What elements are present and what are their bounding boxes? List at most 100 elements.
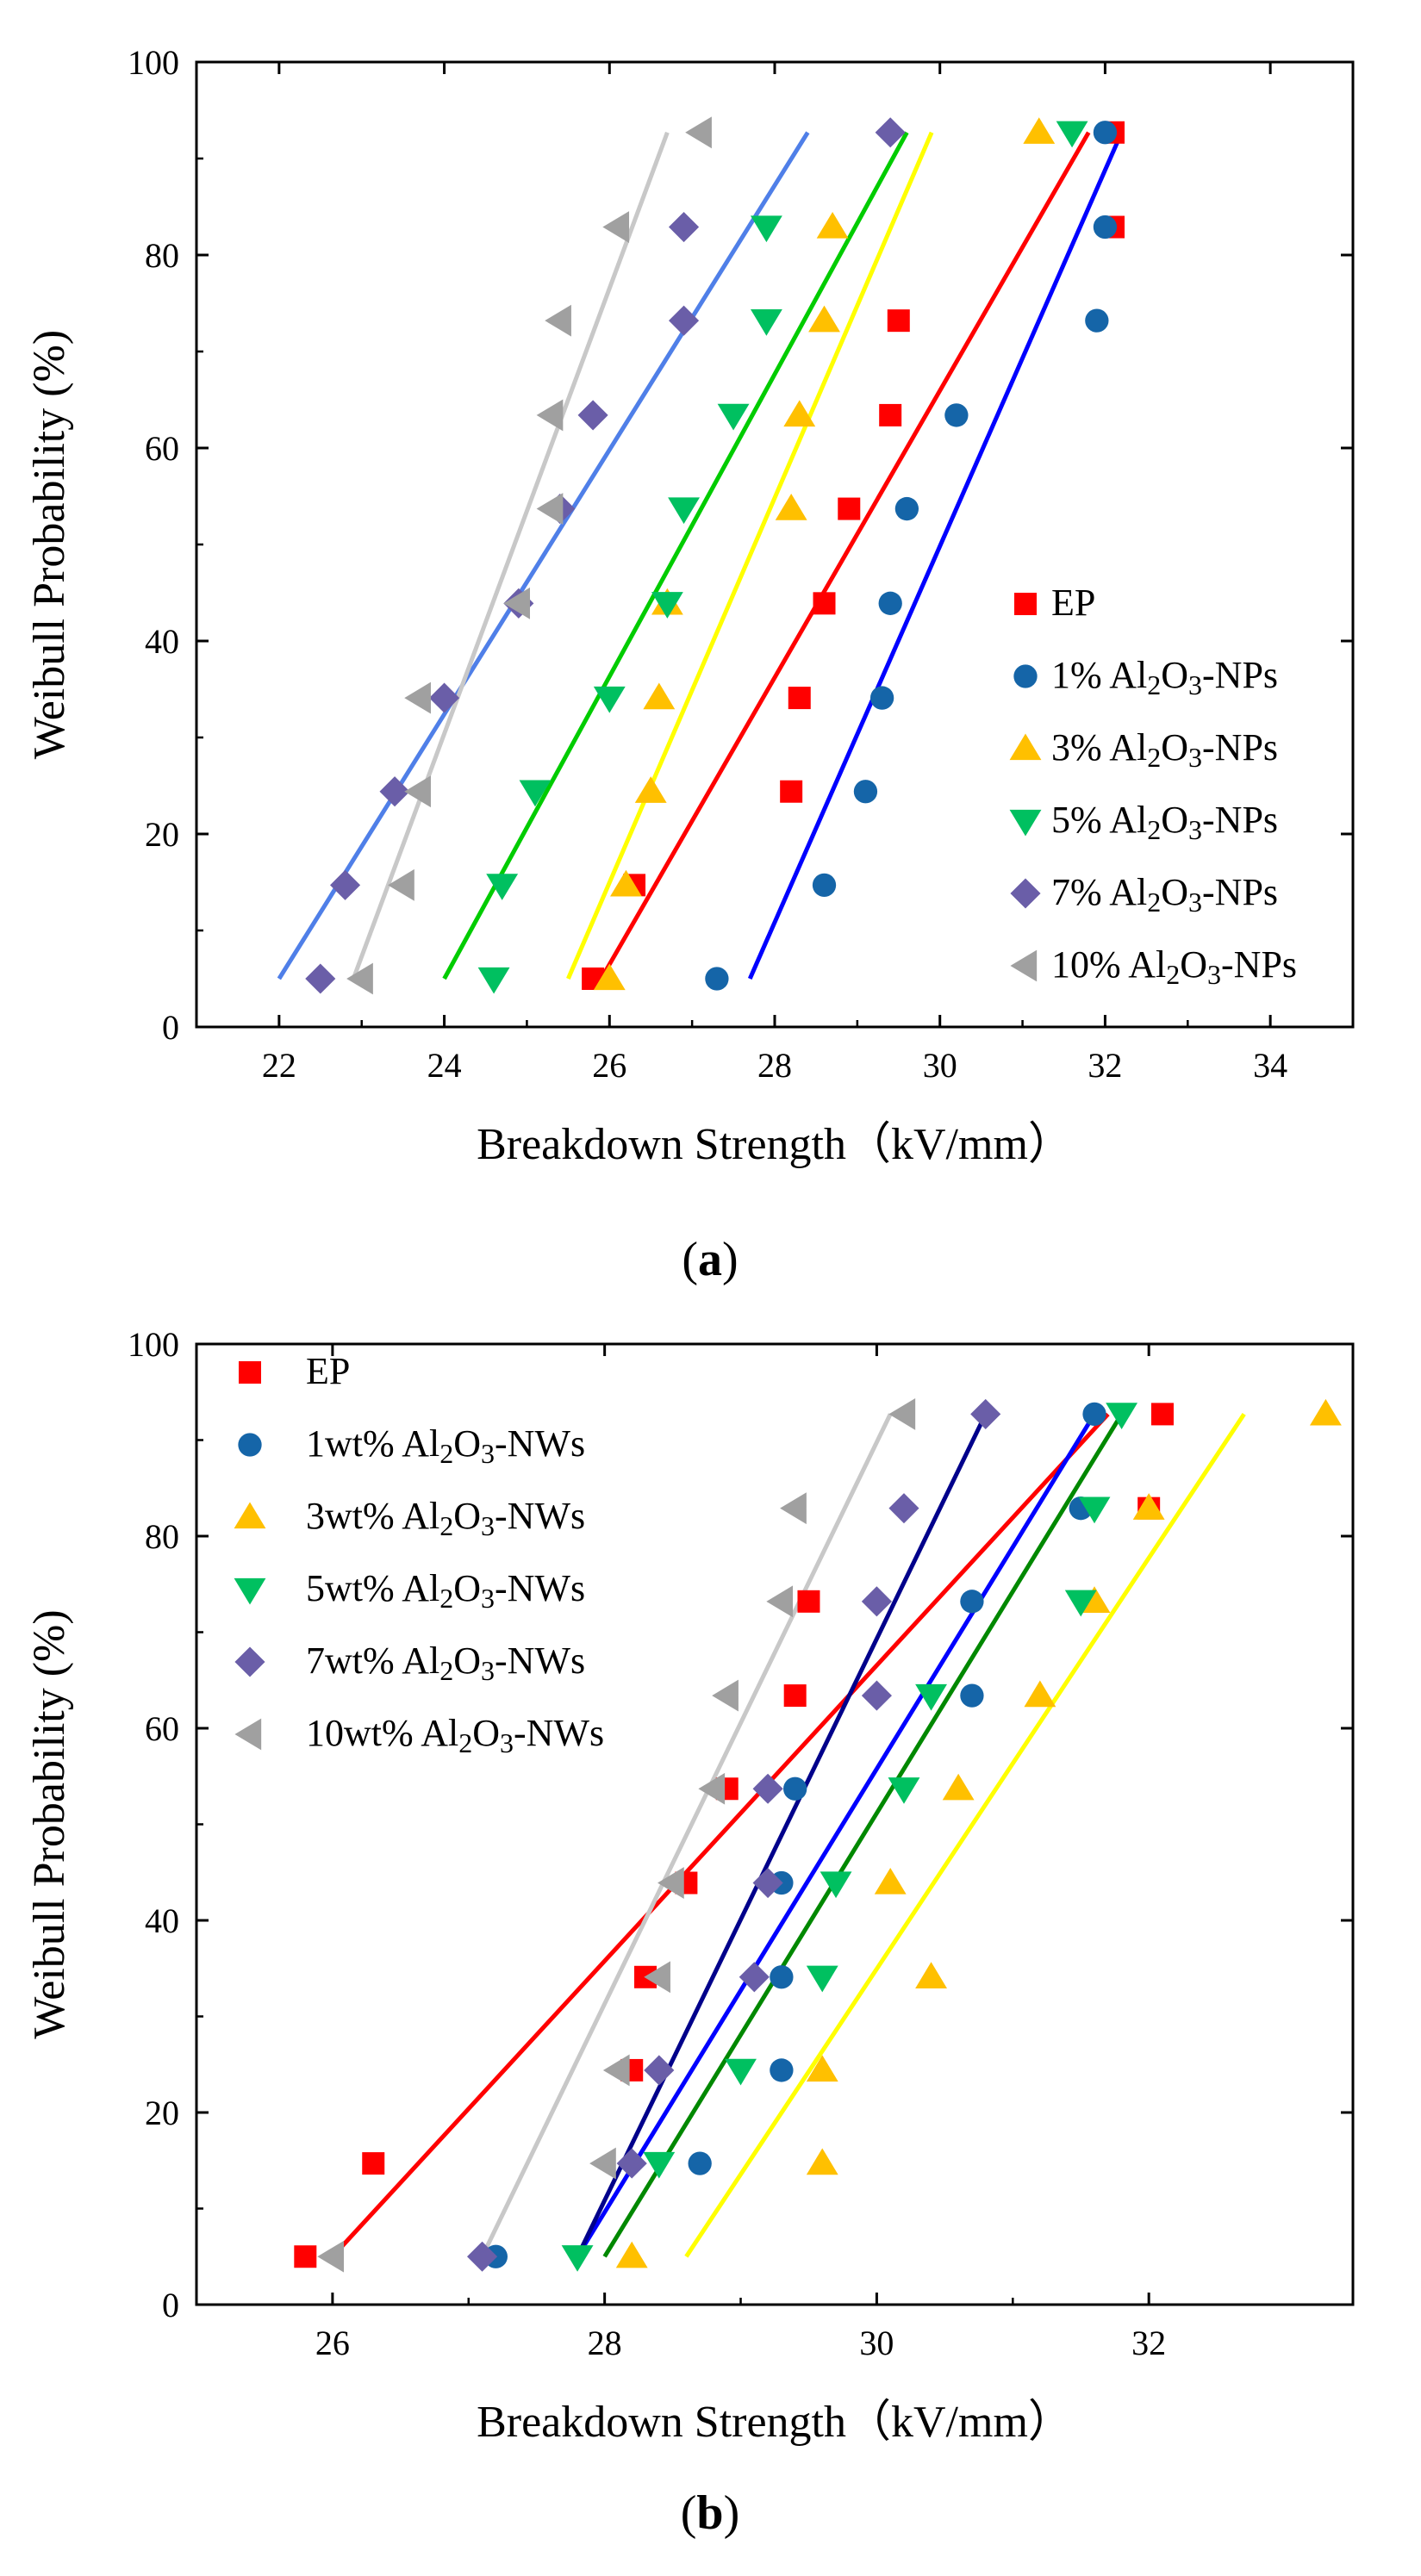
data-point	[770, 2058, 794, 2082]
data-point	[610, 869, 642, 897]
chart-caption: (b)	[681, 2486, 739, 2540]
legend-marker	[1010, 949, 1038, 982]
legend-label: EP	[1051, 582, 1095, 624]
legend-marker	[234, 1502, 266, 1529]
data-point	[750, 308, 782, 336]
data-point	[752, 1773, 783, 1804]
data-point	[875, 117, 906, 148]
y-tick-label: 100	[128, 1325, 179, 1364]
data-point	[942, 1773, 975, 1801]
fit-line	[351, 131, 670, 980]
data-point	[879, 403, 902, 426]
data-point	[305, 963, 336, 994]
data-point	[970, 1398, 1001, 1429]
data-point	[750, 215, 782, 243]
data-point	[329, 869, 361, 900]
data-point	[1064, 1590, 1097, 1617]
data-point	[536, 493, 564, 525]
data-point	[808, 305, 840, 333]
y-axis-title: Weibull Probability (%)	[25, 330, 74, 759]
data-point	[429, 682, 460, 713]
data-point	[669, 211, 700, 243]
data-point	[1150, 1403, 1174, 1426]
data-point	[1132, 1493, 1165, 1520]
y-tick-label: 80	[145, 1517, 179, 1556]
data-point	[806, 2148, 838, 2175]
data-point	[317, 2240, 345, 2273]
data-point	[806, 1965, 838, 1993]
data-point	[861, 1586, 892, 1617]
data-point	[346, 962, 373, 995]
y-tick-label: 60	[145, 1709, 179, 1748]
data-point	[806, 2055, 838, 2082]
x-tick-label: 32	[1088, 1046, 1122, 1085]
data-point	[688, 2151, 712, 2175]
data-point	[861, 1680, 892, 1711]
data-point	[388, 868, 414, 901]
data-point	[536, 399, 564, 432]
data-point	[1106, 1403, 1138, 1429]
legend-label: 10% Al2O3-NPs	[1051, 943, 1297, 990]
data-point	[643, 682, 676, 710]
data-point	[812, 873, 837, 898]
y-tick-label: 40	[145, 622, 179, 661]
data-point	[888, 1397, 916, 1430]
data-point	[770, 1965, 794, 1989]
data-point	[668, 497, 700, 525]
data-point	[467, 2241, 498, 2272]
data-point	[685, 116, 712, 149]
data-point	[712, 1679, 739, 1712]
data-point	[698, 1772, 726, 1805]
legend-marker	[1010, 878, 1041, 909]
fit-line	[277, 131, 810, 980]
data-point	[915, 1683, 947, 1711]
data-point	[820, 1871, 852, 1899]
data-point	[874, 1867, 907, 1895]
fit-line	[599, 131, 1091, 980]
data-point	[362, 2152, 385, 2175]
data-point	[838, 497, 861, 520]
x-tick-label: 34	[1253, 1046, 1287, 1085]
legend-marker	[234, 1718, 262, 1751]
data-point	[944, 403, 969, 427]
data-point	[1082, 1402, 1106, 1427]
data-point	[888, 1493, 919, 1524]
data-point	[775, 494, 807, 520]
data-point	[644, 1961, 670, 1994]
data-point	[486, 874, 519, 900]
data-point	[915, 1962, 947, 1988]
fit-line	[442, 131, 909, 980]
x-tick-label: 30	[859, 2324, 894, 2362]
data-point	[404, 775, 431, 808]
data-point	[869, 686, 894, 710]
data-point	[1023, 117, 1056, 144]
data-point	[651, 592, 683, 619]
data-point	[752, 1867, 783, 1899]
data-point	[1024, 1680, 1056, 1708]
y-axis-title: Weibull Probability (%)	[25, 1609, 74, 2038]
data-point	[813, 592, 836, 615]
data-point	[725, 2058, 757, 2086]
data-point	[960, 1590, 984, 1614]
legend-marker	[1014, 593, 1037, 615]
data-point	[593, 686, 626, 713]
y-tick-label: 0	[162, 2286, 179, 2324]
data-point	[1093, 121, 1118, 145]
legend-marker	[1009, 733, 1042, 761]
data-point	[960, 1683, 984, 1708]
x-tick-label: 28	[588, 2324, 622, 2362]
y-tick-label: 100	[128, 43, 179, 82]
data-point	[658, 1867, 684, 1899]
legend-marker	[1013, 664, 1038, 688]
data-point	[616, 2148, 647, 2179]
data-point	[888, 1777, 920, 1804]
fit-line	[684, 1413, 1246, 2258]
x-axis-title: Breakdown Strength（kV/mm）	[477, 2398, 1073, 2447]
data-point	[766, 1585, 794, 1618]
data-point	[1085, 308, 1109, 333]
data-point	[797, 1590, 820, 1613]
data-point	[634, 776, 667, 803]
y-tick-label: 40	[145, 1901, 179, 1940]
data-point	[894, 496, 919, 521]
legend-label: 5wt% Al2O3-NWs	[306, 1567, 585, 1614]
